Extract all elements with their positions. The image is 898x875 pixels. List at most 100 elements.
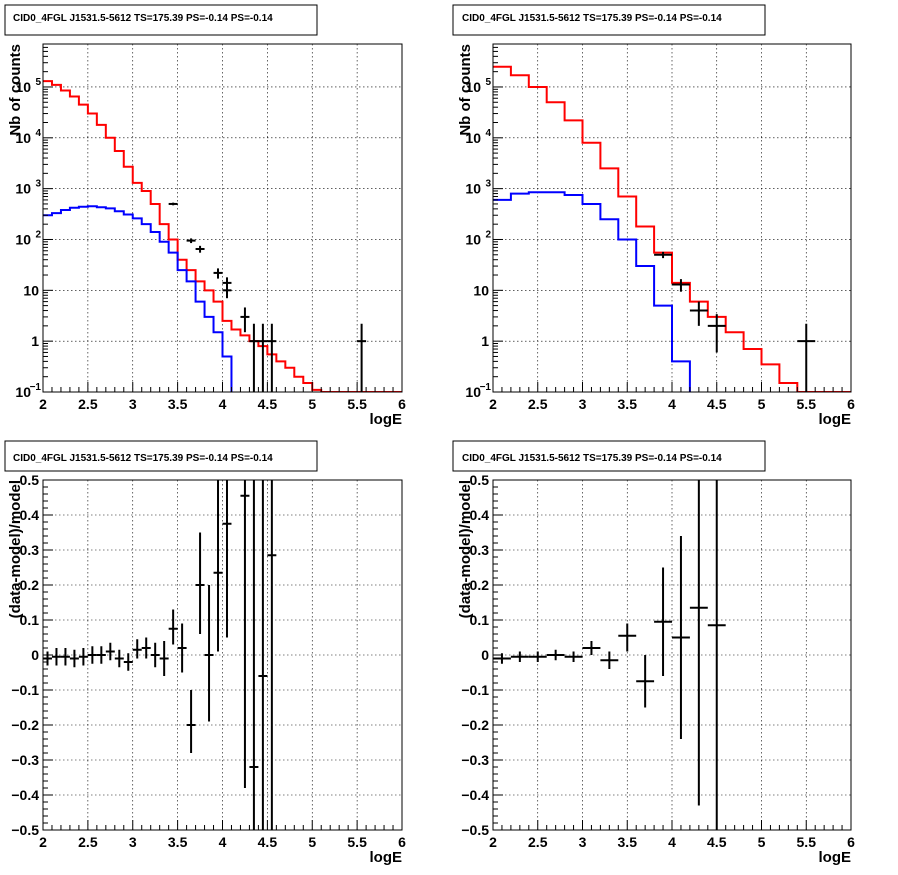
x-tick-label: 5.5: [797, 834, 817, 850]
chart-panel-2: CID0_4FGL J1531.5-5612 TS=175.39 PS=-0.1…: [452, 4, 855, 428]
data-point: [69, 649, 79, 668]
data-point: [123, 653, 133, 671]
x-tick-label: 3: [579, 834, 587, 850]
x-tick-label: 2.5: [528, 396, 548, 412]
x-tick-label: 2.5: [78, 396, 98, 412]
y-tick-exponent: −1: [30, 382, 42, 393]
y-tick-label: −0.5: [461, 822, 489, 838]
data-point: [689, 301, 708, 326]
data-point: [672, 536, 690, 739]
chart-panel-1: CID0_4FGL J1531.5-5612 TS=175.39 PS=-0.1…: [4, 4, 406, 428]
y-axis-ticks: [493, 43, 503, 393]
chart-title-box: [452, 440, 766, 472]
data-point: [564, 651, 583, 662]
y-tick-label: 10: [465, 384, 481, 400]
y-tick-label: −0.2: [461, 717, 489, 733]
x-tick-label: 4: [668, 834, 676, 850]
y-tick-label: 0: [31, 647, 39, 663]
data-point: [600, 651, 619, 669]
data-point: [672, 279, 690, 292]
x-tick-label: 6: [398, 396, 406, 412]
y-tick-exponent: 3: [35, 179, 41, 190]
data-point: [195, 245, 205, 253]
data-point: [114, 649, 124, 668]
x-axis-ticks: [42, 820, 403, 830]
data-point: [707, 480, 726, 830]
x-tick-label: 3.5: [618, 834, 638, 850]
chart-title-box: [4, 4, 318, 36]
y-axis-label: (data-model)/model: [457, 480, 474, 618]
x-tick-label: 4: [219, 396, 227, 412]
x-tick-label: 2: [489, 396, 497, 412]
y-tick-exponent: 4: [35, 128, 41, 139]
x-tick-label: 2.5: [528, 834, 548, 850]
chart-title-box: [452, 4, 766, 36]
plot-area: [493, 480, 726, 830]
data-point: [357, 323, 367, 392]
y-tick-label: 0.2: [20, 577, 40, 593]
data-point: [707, 314, 726, 353]
x-tick-label: 3.5: [618, 396, 638, 412]
x-tick-label: 2.5: [78, 834, 98, 850]
y-tick-label: 0.5: [470, 472, 490, 488]
data-point: [546, 649, 565, 661]
y-tick-label: −0.3: [461, 752, 489, 768]
x-tick-label: 4.5: [258, 834, 278, 850]
data-point: [240, 307, 250, 333]
chart-title: CID0_4FGL J1531.5-5612 TS=175.39 PS=-0.1…: [462, 13, 722, 24]
x-axis-ticks: [42, 382, 403, 392]
data-point: [51, 648, 61, 666]
y-tick-exponent: 3: [485, 179, 491, 190]
x-tick-label: 4: [668, 396, 676, 412]
y-tick-label: 10: [15, 79, 31, 95]
data-point: [177, 623, 187, 673]
data-point: [204, 585, 214, 722]
histogram-series-2: [493, 191, 691, 392]
data-point: [258, 480, 268, 830]
y-tick-label: 10: [15, 384, 31, 400]
data-point: [258, 323, 268, 392]
data-point: [213, 268, 223, 279]
x-axis-label: logE: [370, 411, 403, 428]
data-point: [222, 480, 232, 638]
data-point: [636, 655, 655, 708]
x-axis-label: logE: [370, 849, 403, 866]
x-tick-label: 3.5: [168, 396, 188, 412]
y-tick-label: 10: [23, 282, 39, 298]
x-tick-label: 3.5: [168, 834, 188, 850]
data-point: [186, 238, 196, 244]
data-point: [159, 641, 169, 676]
x-tick-label: 3: [129, 396, 137, 412]
x-axis-label: logE: [819, 411, 852, 428]
y-tick-label: −0.2: [11, 717, 39, 733]
y-tick-exponent: 5: [35, 77, 41, 88]
chart-title: CID0_4FGL J1531.5-5612 TS=175.39 PS=-0.1…: [13, 13, 273, 24]
y-axis-label: Nb of counts: [457, 44, 474, 136]
y-tick-exponent: 4: [485, 128, 491, 139]
plot-area: [493, 65, 851, 392]
data-point: [150, 642, 160, 668]
y-tick-label: 1: [31, 333, 39, 349]
y-tick-exponent: 2: [485, 229, 491, 240]
data-point: [249, 323, 259, 392]
data-point: [582, 641, 601, 655]
y-axis-ticks: [43, 43, 53, 393]
y-tick-exponent: 5: [485, 77, 491, 88]
y-tick-label: −0.1: [11, 682, 39, 698]
x-tick-label: 5.5: [347, 834, 367, 850]
x-tick-label: 5.5: [347, 396, 367, 412]
y-axis-label: Nb of counts: [7, 44, 24, 136]
plot-area: [43, 480, 277, 830]
x-tick-label: 5: [308, 834, 316, 850]
data-point: [267, 323, 277, 392]
y-tick-label: −0.3: [11, 752, 39, 768]
chart-title-box: [4, 440, 318, 472]
y-tick-exponent: −1: [480, 382, 492, 393]
data-point: [510, 651, 529, 662]
data-point: [528, 651, 547, 662]
y-tick-exponent: 2: [35, 229, 41, 240]
data-point: [78, 648, 88, 666]
y-tick-label: −0.1: [461, 682, 489, 698]
data-point: [105, 642, 115, 661]
